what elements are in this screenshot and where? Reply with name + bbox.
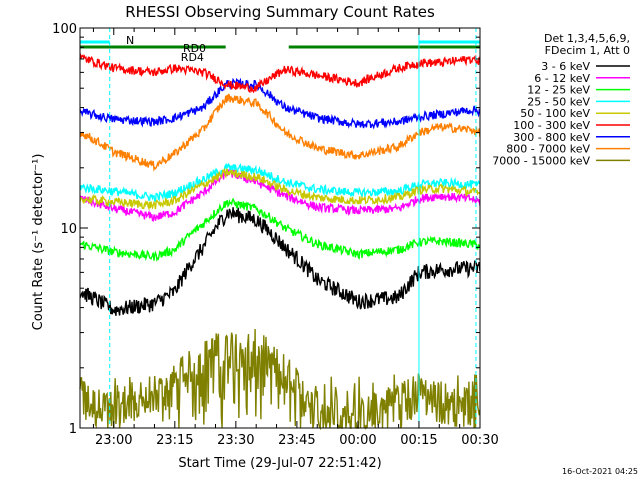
axes: 23:00 23:15 23:30 23:45 00:00 00:15 00:30 1 10 10… [52, 22, 499, 448]
timestamp-label: 16-Oct-2021 04:25 [562, 467, 638, 476]
y-axis-label: Count Rate (s⁻¹ detector⁻¹) [31, 154, 46, 331]
legend-label: 3 - 6 keV [541, 60, 590, 73]
series-line [79, 167, 481, 211]
legend-label: 6 - 12 keV [534, 72, 590, 85]
x-tick-label: 23:30 [217, 433, 254, 448]
series-line [79, 52, 480, 94]
series-line [79, 197, 481, 263]
legend-label: 25 - 50 keV [527, 95, 590, 108]
series-line [79, 162, 481, 203]
plot-area [79, 52, 481, 431]
y-tick-label: 100 [52, 22, 77, 37]
legend-header-line-2: FDecim 1, Att 0 [545, 44, 630, 57]
night-label: N [126, 34, 134, 47]
x-tick-label: 00:30 [461, 433, 498, 448]
rd4-label: RD4 [181, 51, 204, 64]
series-line [79, 207, 481, 316]
x-tick-label: 23:45 [278, 433, 315, 448]
rd0-label: RD0 [183, 42, 206, 55]
x-tick-label: 23:15 [156, 433, 193, 448]
x-tick-label: 00:00 [339, 433, 376, 448]
legend-label: 12 - 25 keV [527, 84, 590, 97]
legend-label: 800 - 7000 keV [506, 143, 590, 156]
legend-header-line-1: Det 1,3,4,5,6,9, [544, 32, 630, 45]
legend-label: 300 - 800 keV [513, 131, 590, 144]
y-tick-label: 1 [69, 422, 77, 437]
x-tick-label: 23:00 [95, 433, 132, 448]
series-line [79, 77, 481, 130]
x-tick-label: 00:15 [400, 433, 437, 448]
legend-label: 50 - 100 keV [520, 107, 590, 120]
series-line [79, 328, 481, 431]
legend-label: 100 - 300 keV [513, 119, 590, 132]
legend-label: 7000 - 15000 keV [492, 154, 590, 167]
x-axis-label: Start Time (29-Jul-07 22:51:42) [178, 456, 381, 471]
y-tick-label: 10 [60, 222, 77, 237]
series-line [79, 168, 481, 222]
chart-title: RHESSI Observing Summary Count Rates [125, 3, 435, 21]
series-line [79, 93, 481, 172]
